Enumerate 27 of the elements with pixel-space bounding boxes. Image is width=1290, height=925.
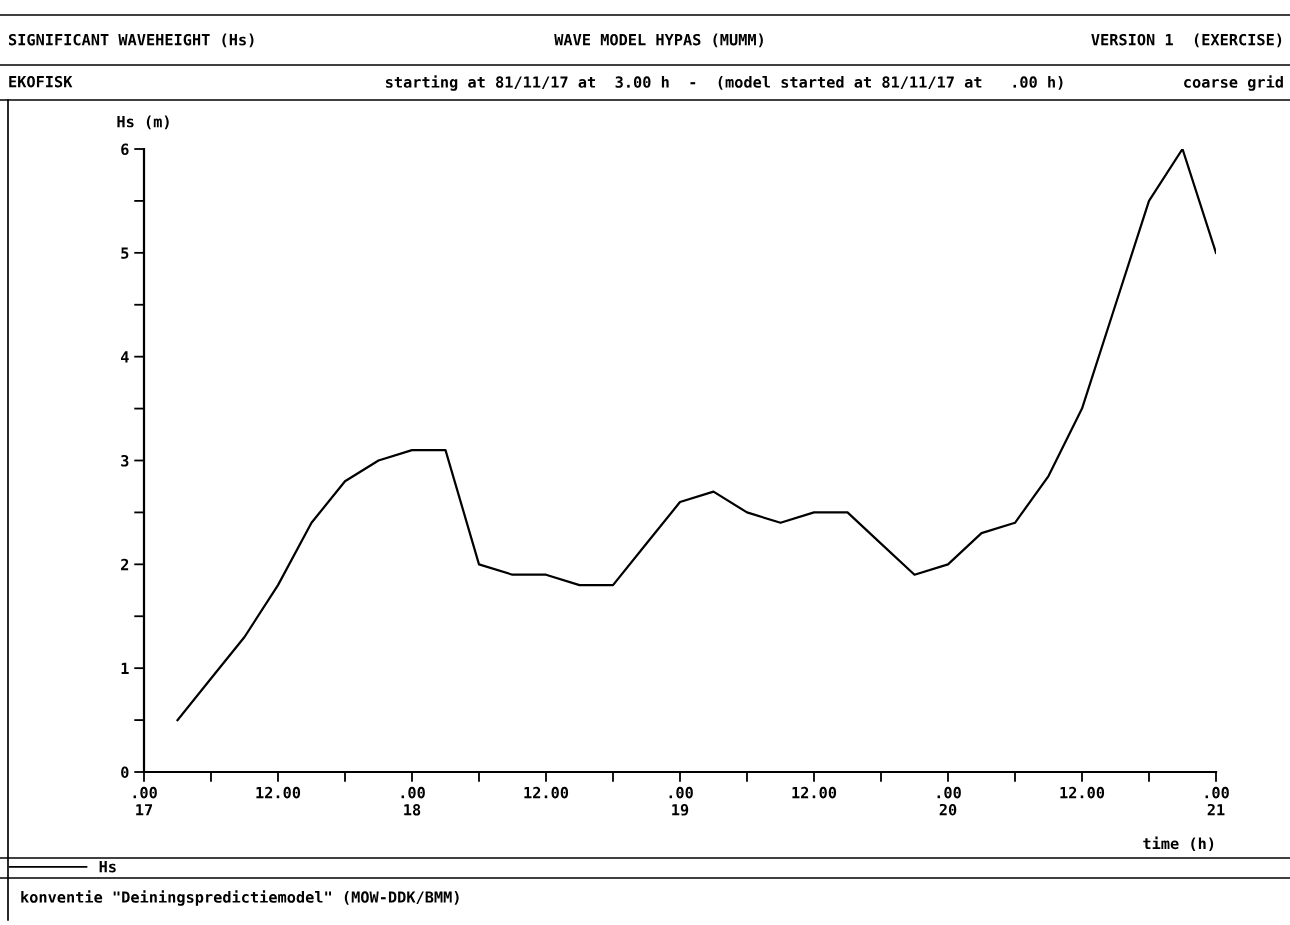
line-series bbox=[176, 149, 1216, 722]
x-tick-label: 12.00 bbox=[256, 786, 301, 799]
y-tick-label: 6 bbox=[121, 143, 129, 156]
text: VERSION 1 (EXERCISE) bbox=[1091, 33, 1282, 48]
x-tick-label: .00 18 bbox=[401, 786, 425, 816]
x-axis-title: time (h) bbox=[1143, 836, 1214, 852]
chart-subtitle: EKOFISK bbox=[9, 75, 73, 88]
y-tick-label: 5 bbox=[121, 247, 129, 259]
y-axis-title: Hs (m) bbox=[117, 115, 169, 130]
y-tick-label: 0 bbox=[121, 766, 129, 779]
text: starting at 81/11/17 at 3.00 h - (model started at 81/11/17 at .00 h) bbox=[385, 75, 1063, 91]
x-tick-label: .00 20 bbox=[937, 786, 961, 816]
x-tick-label: .00 19 bbox=[669, 786, 693, 816]
text: WAVE MODEL HYPAS (MUMM) bbox=[554, 33, 763, 48]
y-tick-label: 1 bbox=[121, 662, 129, 674]
y-tick-label: 3 bbox=[121, 454, 129, 467]
x-tick-label: .00 21 bbox=[1205, 786, 1229, 816]
x-tick-label: 12.00 bbox=[792, 786, 837, 799]
legend-label: Hs bbox=[99, 861, 116, 873]
text: coarse grid bbox=[1184, 75, 1283, 91]
x-tick-label: 12.00 bbox=[1060, 786, 1105, 799]
text: konventie "Deiningspredictiemodel" (MOW-DDK/BMM) bbox=[21, 890, 459, 906]
y-tick-label: 4 bbox=[120, 351, 129, 363]
x-tick-label: .00 17 bbox=[133, 786, 157, 816]
y-tick-label: 2 bbox=[121, 558, 129, 571]
chart-title: SIGNIFICANT WAVEHEIGHT (Hs) bbox=[8, 33, 254, 48]
x-tick-label: 12.00 bbox=[524, 786, 569, 799]
